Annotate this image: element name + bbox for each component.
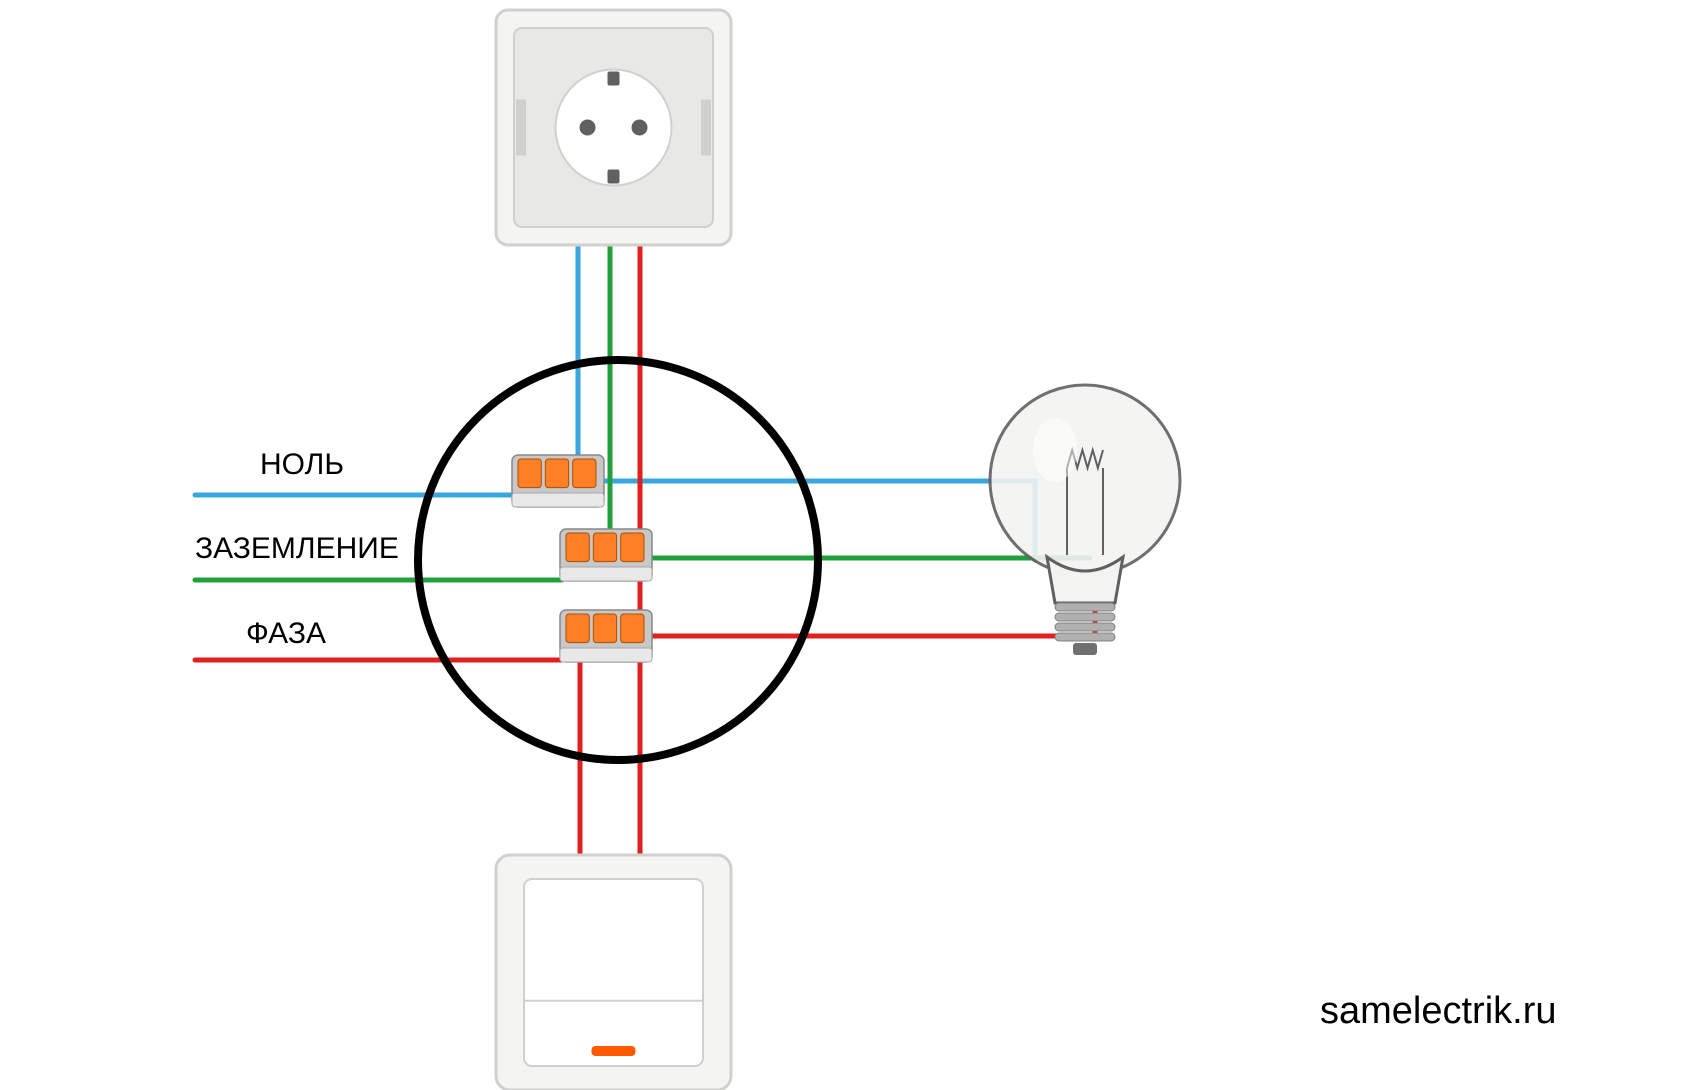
watermark-text: samelectrik.ru (1320, 990, 1557, 1033)
label-earth: ЗАЗЕМЛЕНИЕ (195, 532, 399, 566)
diagram-stage: НОЛЬ ЗАЗЕМЛЕНИЕ ФАЗА samelectrik.ru (0, 0, 1684, 1090)
label-phase: ФАЗА (246, 617, 326, 651)
label-neutral: НОЛЬ (260, 448, 344, 482)
